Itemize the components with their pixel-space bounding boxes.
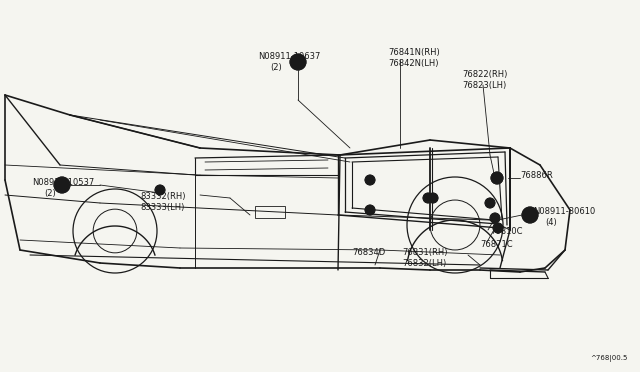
Text: 76822(RH): 76822(RH) [462, 70, 508, 79]
Text: 76842N(LH): 76842N(LH) [388, 59, 438, 68]
Circle shape [155, 185, 165, 195]
FancyBboxPatch shape [255, 206, 285, 218]
Text: N: N [60, 183, 65, 187]
Text: (4): (4) [545, 218, 557, 227]
Circle shape [485, 198, 495, 208]
Text: N: N [527, 212, 532, 218]
Text: 76834D: 76834D [352, 248, 385, 257]
Text: N08911-10637: N08911-10637 [258, 52, 321, 61]
Text: N: N [295, 60, 301, 64]
Text: 76831(RH): 76831(RH) [402, 248, 447, 257]
Circle shape [495, 225, 500, 231]
Text: 76886R: 76886R [520, 170, 553, 180]
Circle shape [367, 208, 372, 212]
Text: ^768|00.5: ^768|00.5 [590, 355, 627, 362]
Text: 76810C: 76810C [490, 227, 522, 236]
Circle shape [423, 193, 433, 203]
Circle shape [426, 196, 431, 201]
Text: 76832(LH): 76832(LH) [402, 259, 446, 268]
Circle shape [431, 196, 435, 201]
Circle shape [493, 215, 497, 221]
Text: 76871C: 76871C [480, 240, 513, 249]
Text: 76841N(RH): 76841N(RH) [388, 48, 440, 57]
Text: N08911-10537: N08911-10537 [32, 178, 94, 187]
Circle shape [54, 177, 70, 193]
Text: N08911-30610: N08911-30610 [533, 207, 595, 216]
Circle shape [493, 223, 503, 233]
Circle shape [491, 172, 503, 184]
Circle shape [365, 175, 375, 185]
Text: 76823(LH): 76823(LH) [462, 81, 506, 90]
Text: 83333(LH): 83333(LH) [140, 203, 184, 212]
Circle shape [157, 187, 163, 192]
Circle shape [488, 201, 493, 205]
Circle shape [290, 54, 306, 70]
Circle shape [365, 205, 375, 215]
Text: (2): (2) [44, 189, 56, 198]
Circle shape [428, 193, 438, 203]
Text: (2): (2) [270, 63, 282, 72]
Circle shape [367, 177, 372, 183]
Text: 83332(RH): 83332(RH) [140, 192, 186, 201]
Circle shape [522, 207, 538, 223]
Circle shape [490, 213, 500, 223]
